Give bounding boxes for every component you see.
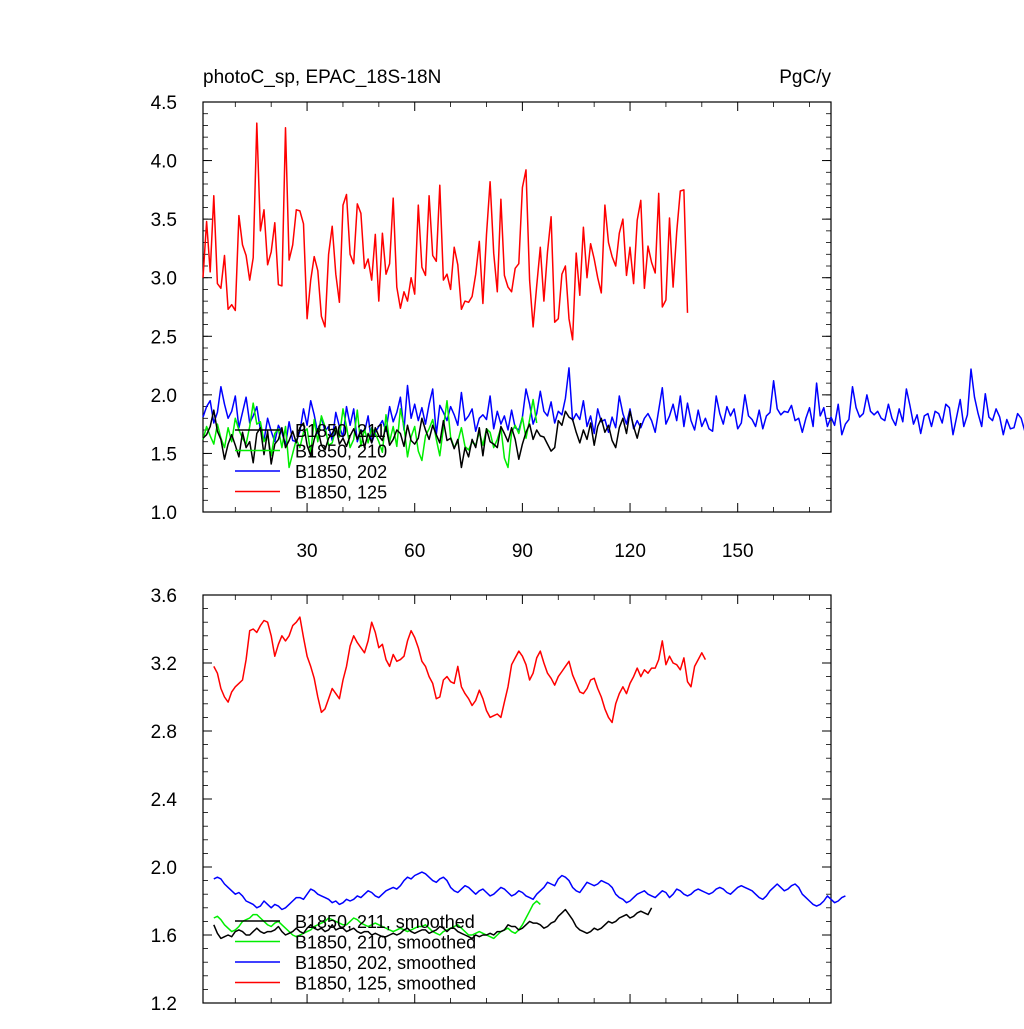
legend-label: B1850, 202, smoothed <box>295 953 476 973</box>
chart-units: PgC/y <box>779 67 831 88</box>
series-group <box>202 122 1024 469</box>
x-tick-label: 90 <box>512 541 533 562</box>
y-tick-label: 1.2 <box>151 994 177 1015</box>
x-tick-label: 120 <box>614 541 646 562</box>
series-line-b1850-125-smoothed <box>213 616 707 724</box>
y-tick-label: 2.0 <box>151 386 177 407</box>
legend-label: B1850, 210, smoothed <box>295 933 476 953</box>
legend-label: B1850, 125 <box>295 483 387 503</box>
series-line-b1850-202-smoothed <box>213 871 846 911</box>
series-line-b1850-211-smoothed <box>213 907 653 940</box>
y-tick-label: 2.4 <box>151 790 178 811</box>
x-tick-label: 150 <box>722 541 754 562</box>
legend-label: B1850, 202 <box>295 462 387 482</box>
y-tick-label: 2.0 <box>151 858 177 879</box>
y-tick-label: 1.0 <box>151 503 177 524</box>
legend-label: B1850, 211, smoothed <box>295 912 475 932</box>
x-tick-label: 30 <box>296 541 317 562</box>
legend-label: B1850, 210 <box>295 442 387 462</box>
y-tick-label: 3.2 <box>151 654 177 675</box>
bottom-panel: 1.2 1.6 2.0 2.4 2.8 3.2 3.6 B1850, 211, smoothe… <box>151 586 846 1015</box>
y-tick-label: 4.5 <box>151 93 177 114</box>
series-line-b1850-125 <box>202 122 689 341</box>
top-panel: 1.0 1.5 2.0 2.5 3.0 3.5 4.0 4.5 30 60 90 120 150 B185… <box>151 93 1024 562</box>
series-line-b1850-202 <box>202 367 1024 446</box>
y-tick-label: 2.5 <box>151 327 177 348</box>
legend-label: B1850, 211 <box>295 421 386 441</box>
y-tick-label: 3.5 <box>151 210 177 231</box>
series-line-b1850-211 <box>202 409 642 469</box>
x-tick-label: 60 <box>404 541 425 562</box>
y-tick-label: 3.0 <box>151 269 177 290</box>
y-tick-label: 3.6 <box>151 586 177 607</box>
y-tick-label: 4.0 <box>151 152 177 173</box>
y-tick-label: 1.6 <box>151 926 177 947</box>
y-tick-label: 2.8 <box>151 722 177 743</box>
chart-title: photoC_sp, EPAC_18S-18N <box>203 67 441 88</box>
y-tick-label: 1.5 <box>151 444 177 465</box>
plot-frame <box>202 101 832 513</box>
legend-label: B1850, 125, smoothed <box>295 974 476 994</box>
series-group <box>213 616 846 940</box>
